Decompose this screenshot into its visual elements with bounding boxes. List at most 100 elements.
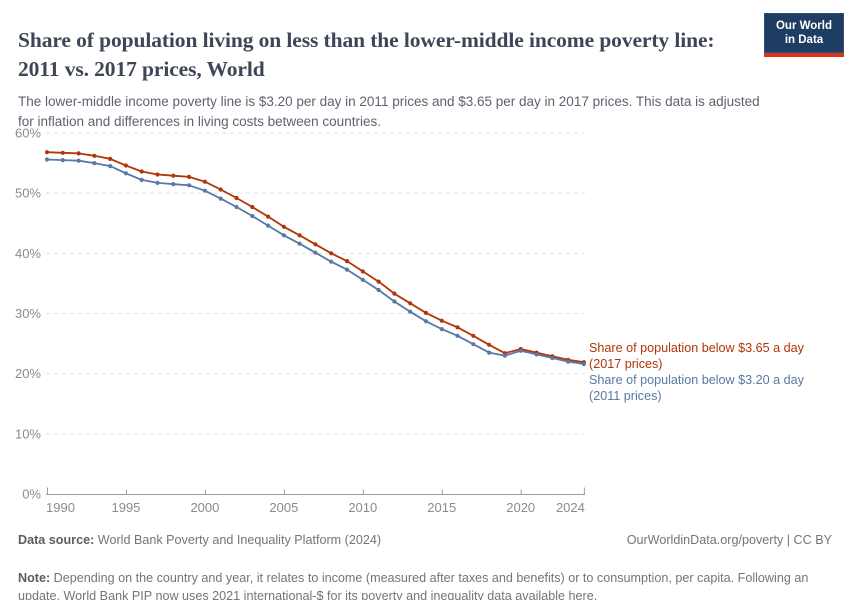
y-axis-label: 60%: [15, 125, 41, 140]
data-point: [329, 251, 334, 256]
chart-title: Share of population living on less than …: [18, 28, 715, 81]
data-point: [108, 156, 113, 161]
y-axis-label: 0%: [22, 487, 41, 502]
data-point: [155, 172, 160, 177]
data-point: [202, 188, 207, 193]
x-axis-label: 2020: [506, 500, 535, 515]
x-axis-label: 2024: [556, 500, 585, 515]
data-point: [123, 163, 128, 168]
x-axis-label: 2000: [190, 500, 219, 515]
x-axis-label: 2005: [269, 500, 298, 515]
data-point: [566, 359, 571, 364]
data-point: [202, 179, 207, 184]
data-point: [281, 233, 286, 238]
data-point: [581, 361, 587, 367]
series-line-2017-prices: [46, 151, 585, 364]
data-point: [455, 333, 460, 338]
data-point: [281, 224, 286, 229]
data-point: [392, 299, 397, 304]
data-point: [123, 171, 128, 176]
data-point: [423, 319, 429, 324]
footnote: Note: Depending on the country and year,…: [18, 569, 826, 600]
legend-label-2011-line2: (2011 prices): [589, 389, 662, 404]
x-axis-label: 1995: [111, 500, 140, 515]
y-axis-label: 30%: [15, 306, 41, 321]
data-source-value: World Bank Poverty and Inequality Platfo…: [94, 533, 382, 547]
data-point: [218, 187, 223, 192]
data-point: [44, 150, 50, 155]
data-point: [392, 291, 397, 296]
owid-logo-line1: Our World: [775, 20, 832, 32]
data-point: [92, 161, 97, 166]
data-point: [550, 355, 555, 361]
owid-logo[interactable]: Our World in Data: [764, 13, 844, 57]
data-point: [487, 342, 492, 347]
data-source-label: Data source:: [18, 533, 95, 547]
x-axis-label: 2010: [348, 500, 377, 515]
data-point: [329, 259, 334, 264]
owid-logo-line2: in Data: [784, 33, 824, 46]
data-point: [344, 259, 350, 264]
data-point: [455, 325, 460, 330]
data-point: [60, 150, 65, 155]
series-line-2011-prices: [46, 158, 585, 365]
data-point: [487, 350, 492, 355]
y-axis-label: 10%: [15, 426, 41, 441]
data-point: [297, 233, 302, 238]
data-point: [60, 158, 65, 163]
y-axis-label: 40%: [15, 246, 41, 261]
data-point: [139, 177, 144, 182]
data-point: [155, 180, 160, 185]
footnote-period: .: [593, 589, 598, 600]
data-point: [266, 214, 271, 219]
data-point: [234, 195, 239, 201]
data-point: [313, 242, 318, 247]
data-point: [534, 352, 539, 357]
data-point: [250, 204, 255, 210]
data-point: [76, 158, 81, 163]
footer: Data source: World Bank Poverty and Ineq…: [18, 533, 832, 547]
data-point: [502, 353, 507, 358]
data-point: [313, 250, 318, 255]
x-axis-label: 2015: [427, 500, 456, 515]
data-point: [423, 310, 429, 315]
data-point: [218, 196, 223, 201]
data-point: [266, 223, 271, 228]
legend-label-2011-line1: Share of population below $3.20 a day: [589, 373, 804, 387]
data-point: [518, 348, 523, 353]
legend-label-2011-prices: Share of population below $3.20 a day (2…: [589, 372, 829, 405]
data-point: [471, 342, 476, 347]
data-point: [76, 151, 81, 156]
data-point: [376, 279, 381, 284]
data-point: [344, 267, 350, 272]
data-point: [234, 204, 239, 210]
data-point: [44, 157, 50, 162]
data-point: [108, 164, 113, 169]
data-point: [360, 269, 365, 274]
data-point: [360, 277, 365, 282]
x-axis-label: 1990: [46, 500, 75, 515]
data-point: [187, 174, 192, 179]
data-source: Data source: World Bank Poverty and Ineq…: [18, 533, 381, 547]
data-point: [376, 287, 381, 293]
footnote-label: Note:: [18, 570, 51, 585]
attribution-link[interactable]: OurWorldinData.org/poverty | CC BY: [626, 533, 832, 547]
data-point: [439, 318, 444, 323]
data-point: [408, 301, 413, 306]
legend-label-2017-line2: (2017 prices): [589, 357, 663, 372]
data-point: [171, 182, 176, 187]
legend-label-2017-prices: Share of population below $3.65 a day (2…: [589, 340, 829, 373]
data-point: [471, 333, 476, 338]
data-point: [187, 183, 192, 188]
y-axis-label: 50%: [15, 186, 41, 201]
data-point: [171, 173, 176, 178]
legend-label-2017-line1: Share of population below $3.65 a day: [589, 341, 804, 355]
data-point: [250, 213, 255, 219]
data-point: [139, 169, 144, 174]
data-point: [297, 241, 302, 246]
available-here-link[interactable]: available here: [515, 589, 594, 600]
footnote-text: Depending on the country and year, it re…: [18, 570, 809, 600]
y-axis-label: 20%: [15, 366, 41, 381]
